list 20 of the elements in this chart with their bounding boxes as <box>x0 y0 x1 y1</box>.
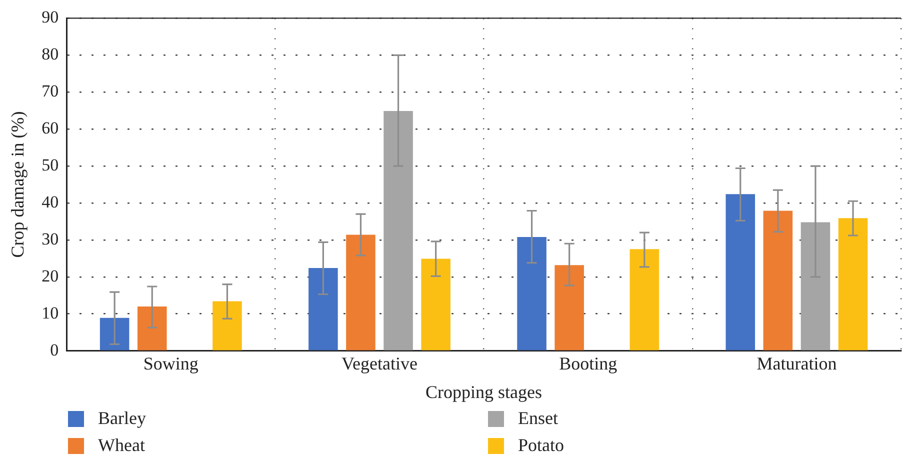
y-tick-label: 50 <box>42 155 59 174</box>
y-tick-label: 0 <box>50 340 59 360</box>
x-axis-title: Cropping stages <box>426 382 542 402</box>
legend-label: Potato <box>518 435 564 456</box>
legend-label: Barley <box>98 408 146 429</box>
y-axis-title: Crop damage in (%) <box>8 111 28 258</box>
y-tick-label: 10 <box>42 303 59 322</box>
y-tick-label: 80 <box>42 44 59 64</box>
y-tick-label: 90 <box>42 8 59 27</box>
legend-label: Wheat <box>98 435 145 456</box>
x-tick-label: Maturation <box>756 353 837 374</box>
y-tick-label: 60 <box>42 118 59 138</box>
x-tick-label: Sowing <box>143 353 198 374</box>
y-tick-label: 20 <box>42 266 59 286</box>
x-tick-label: Vegetative <box>342 353 418 374</box>
y-tick-label: 30 <box>42 229 59 248</box>
y-tick-label: 40 <box>42 192 59 212</box>
legend-label: Enset <box>518 408 558 429</box>
y-tick-label: 70 <box>42 82 59 101</box>
x-tick-label: Booting <box>559 353 618 374</box>
